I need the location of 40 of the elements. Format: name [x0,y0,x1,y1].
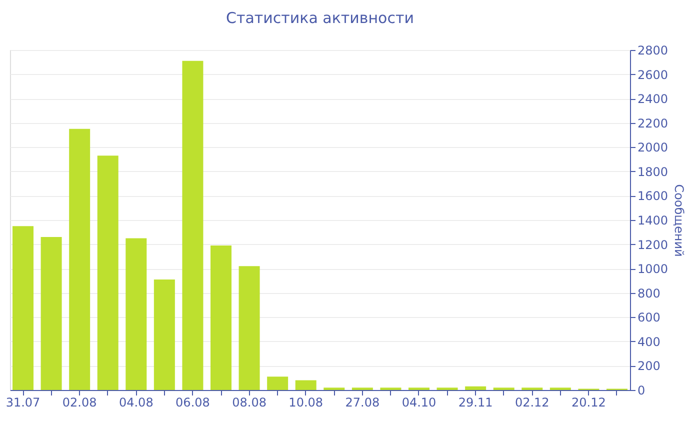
bar [154,280,175,390]
y-tick-label: 400 [638,334,660,349]
y-tick-label: 1400 [638,214,668,228]
y-tick-label: 2400 [638,92,668,106]
y-tick-label: 800 [638,286,660,300]
x-tick-label: 02.12 [514,396,550,410]
bar [182,60,204,390]
bar [267,376,288,390]
y-tick-label: 1200 [638,238,668,252]
bar [40,237,62,390]
x-tick-label: 20.12 [572,396,606,410]
x-tick-label: 06.08 [176,396,210,410]
y-tick-label: 2800 [638,44,668,58]
bar [126,238,147,390]
bar [295,380,316,390]
y-tick-label: 200 [638,359,660,374]
y-tick-label: 0 [638,384,646,398]
y-tick-label: 600 [638,310,660,325]
x-tick-label: 29.11 [458,396,493,410]
bar [210,246,232,390]
bar [12,226,34,390]
x-tick-label: 31.07 [6,396,40,410]
y-tick-label: 1800 [638,164,668,179]
x-tick-label: 08.08 [232,396,266,410]
y-tick-label: 2600 [638,68,668,82]
bar [465,386,486,390]
y-tick-label: 1600 [638,189,668,204]
x-tick-label: 27.08 [345,396,380,410]
x-tick-label: 04.10 [402,396,436,410]
y-tick-label: 1000 [638,262,668,276]
y-tick-label: 2000 [638,140,668,155]
bar [69,128,90,390]
y-tick-label: 2200 [638,116,668,130]
x-tick-label: 02.08 [62,396,97,410]
chart-title: Статистика активности [226,9,414,27]
y-axis-title: Сообщений [672,184,686,257]
bar [97,156,118,390]
bar [238,266,260,390]
x-tick-label: 10.08 [288,396,324,410]
x-tick-label: 04.08 [118,396,154,410]
